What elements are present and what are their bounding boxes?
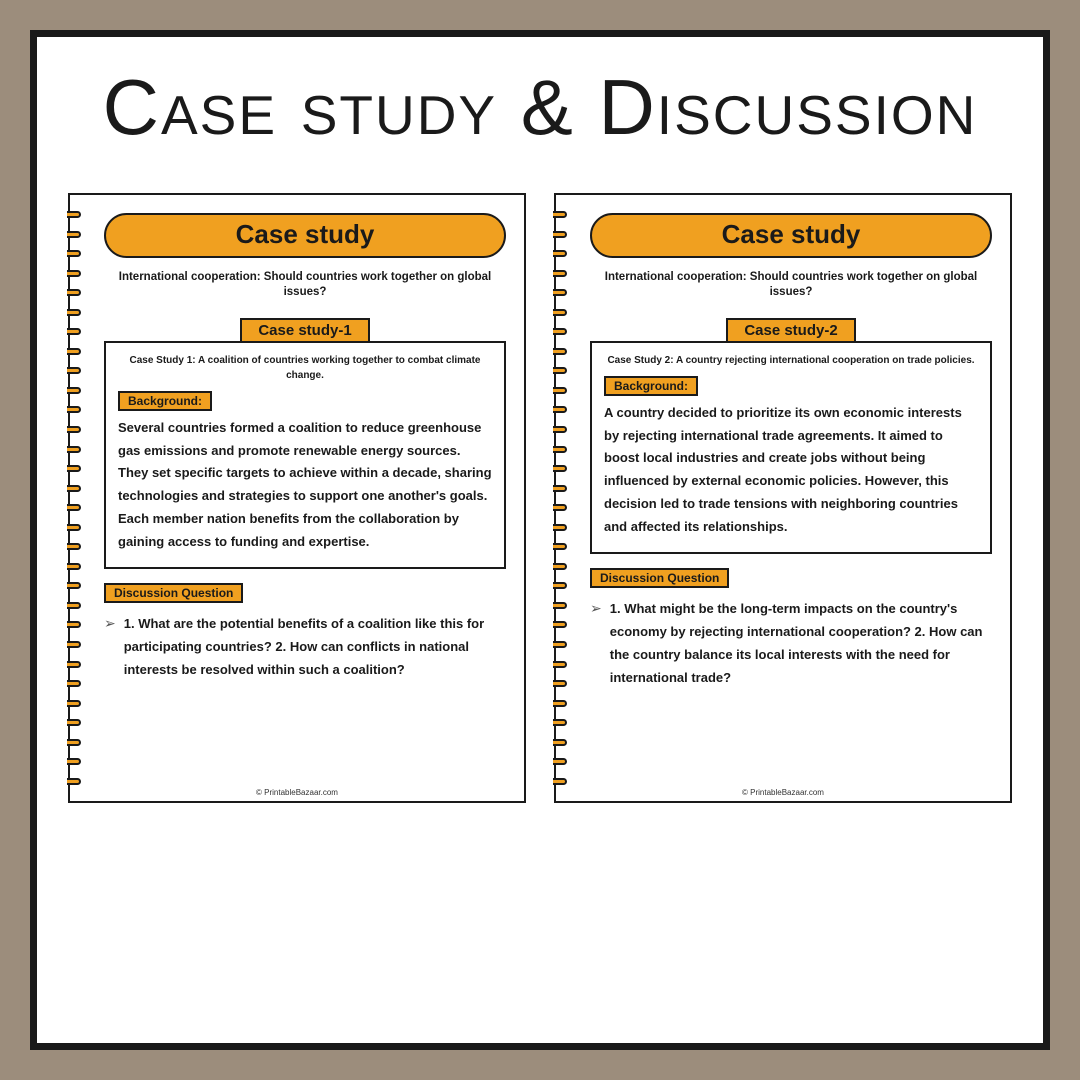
discussion-question-label: Discussion Question [590, 568, 729, 588]
case-label-wrap: Case study-1 [104, 318, 506, 343]
worksheet-page-2: Case study International cooperation: Sh… [554, 193, 1012, 803]
page-footer: © PrintableBazaar.com [556, 788, 1010, 797]
worksheet-page-1: Case study International cooperation: Sh… [68, 193, 526, 803]
spiral-binding [553, 211, 571, 785]
case-intro: Case Study 1: A coalition of countries w… [118, 353, 492, 383]
outer-frame: Case study & Discussion Case study Inter… [30, 30, 1050, 1050]
page-subtitle: International cooperation: Should countr… [104, 270, 506, 300]
discussion-question-row: ➢ 1. What might be the long-term impacts… [590, 598, 992, 689]
page-subtitle: International cooperation: Should countr… [590, 270, 992, 300]
pages-row: Case study International cooperation: Sh… [67, 193, 1013, 803]
case-intro: Case Study 2: A country rejecting intern… [604, 353, 978, 368]
page-header-pill: Case study [590, 213, 992, 258]
discussion-question-text: 1. What might be the long-term impacts o… [610, 598, 992, 689]
background-label: Background: [604, 376, 698, 396]
bullet-icon: ➢ [104, 615, 116, 632]
page-header-text: Case study [592, 219, 990, 250]
page-header-pill: Case study [104, 213, 506, 258]
background-text: Several countries formed a coalition to … [118, 417, 492, 554]
main-title: Case study & Discussion [67, 62, 1013, 153]
page-footer: © PrintableBazaar.com [70, 788, 524, 797]
spiral-binding [67, 211, 85, 785]
case-box: Case Study 1: A coalition of countries w… [104, 341, 506, 570]
page-header-text: Case study [106, 219, 504, 250]
discussion-question-row: ➢ 1. What are the potential benefits of … [104, 613, 506, 681]
case-label: Case study-1 [240, 318, 369, 343]
discussion-question-text: 1. What are the potential benefits of a … [124, 613, 506, 681]
discussion-question-label: Discussion Question [104, 583, 243, 603]
case-label: Case study-2 [726, 318, 855, 343]
case-label-wrap: Case study-2 [590, 318, 992, 343]
background-text: A country decided to prioritize its own … [604, 402, 978, 539]
background-label: Background: [118, 391, 212, 411]
case-box: Case Study 2: A country rejecting intern… [590, 341, 992, 555]
bullet-icon: ➢ [590, 600, 602, 617]
